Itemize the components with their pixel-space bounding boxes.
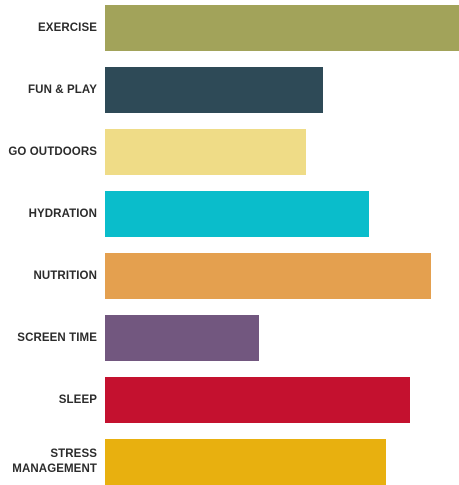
- category-label: STRESS MANAGEMENT: [12, 448, 97, 475]
- bar-hydration: [105, 191, 370, 237]
- bar-nutrition: [105, 253, 432, 299]
- bar-exercise: [105, 5, 459, 51]
- category-label: FUN & PLAY: [28, 83, 97, 96]
- bar-screen-time: [105, 315, 259, 361]
- bar-fun-play: [105, 67, 324, 113]
- bar-row-exercise: EXERCISE: [0, 5, 459, 51]
- category-label: SCREEN TIME: [17, 331, 97, 344]
- category-label: EXERCISE: [38, 21, 97, 34]
- category-label: NUTRITION: [33, 269, 97, 282]
- bar-row-sleep: SLEEP: [0, 377, 459, 423]
- bar-row-screen-time: SCREEN TIME: [0, 315, 459, 361]
- category-label: GO OUTDOORS: [8, 145, 97, 158]
- bar-row-hydration: HYDRATION: [0, 191, 459, 237]
- bar-row-nutrition: NUTRITION: [0, 253, 459, 299]
- category-label: SLEEP: [58, 393, 97, 406]
- bar-row-fun-play: FUN & PLAY: [0, 67, 459, 113]
- bar-row-stress-management: STRESS MANAGEMENT: [0, 439, 459, 485]
- bar-sleep: [105, 377, 411, 423]
- bar-go-outdoors: [105, 129, 307, 175]
- bar-stress-management: [105, 439, 387, 485]
- category-label: HYDRATION: [28, 207, 97, 220]
- bar-row-go-outdoors: GO OUTDOORS: [0, 129, 459, 175]
